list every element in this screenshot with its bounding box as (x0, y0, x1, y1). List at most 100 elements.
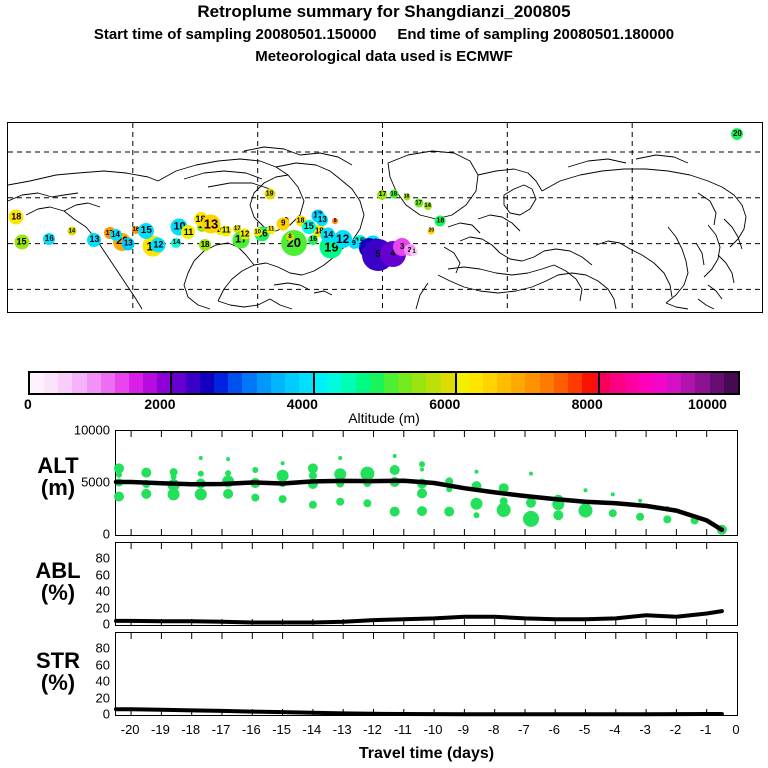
x-tick-label: 0 (732, 722, 740, 737)
alt-scatter-point (225, 470, 232, 477)
map-marker: 15 (301, 219, 316, 234)
abl-axis-label: ABL (%) (35, 558, 81, 606)
alt-scatter-point (308, 471, 317, 480)
colorbar-segment (383, 373, 399, 393)
alt-scatter-point (334, 468, 347, 481)
abl-mean-line (114, 609, 724, 625)
colorbar-segment (454, 373, 469, 393)
alt-scatter-point (583, 488, 588, 493)
colorbar-segment (214, 373, 229, 393)
alt-scatter-point (523, 510, 539, 527)
map-marker: 12 (239, 228, 251, 240)
y-tick-label: 5000 (81, 474, 110, 490)
map-marker: 14 (109, 229, 122, 242)
x-tick-label: -19 (151, 722, 170, 737)
alt-scatter-point (474, 469, 479, 474)
map-marker: 14 (320, 227, 336, 243)
colorbar-segment (483, 373, 498, 393)
abl-plot-svg (114, 543, 724, 625)
x-tick-label: -17 (211, 722, 231, 737)
map-marker: 13 (121, 237, 135, 251)
world-map-coastlines (8, 123, 760, 310)
map-marker: 16 (131, 225, 140, 234)
map-marker: 13 (201, 214, 221, 234)
alt-scatter-point (663, 515, 672, 524)
map-marker: 20 (731, 128, 744, 141)
colorbar-segment (30, 373, 45, 393)
map-marker: 17 (414, 198, 424, 208)
map-marker: 15 (138, 222, 155, 239)
y-tick-label: 20 (95, 600, 110, 616)
map-marker: 10 (253, 227, 263, 237)
map-marker: 12 (333, 229, 352, 248)
colorbar-segment (256, 373, 271, 393)
alt-axis-label: ALT (m) (37, 453, 79, 501)
colorbar-tick-label: 8000 (571, 396, 603, 412)
alt-scatter-point (496, 503, 511, 517)
colorbar-segment (44, 373, 59, 393)
colorbar-segment (553, 373, 568, 393)
y-tick-label: 20 (95, 690, 110, 706)
y-tick-label: 0 (102, 526, 110, 542)
colorbar-segment (398, 373, 413, 393)
colorbar-segment (327, 373, 342, 393)
map-marker: 16 (43, 232, 56, 245)
altitude-colorbar (28, 371, 740, 395)
map-marker: 13 (87, 232, 102, 247)
colorbar-divider (597, 371, 600, 395)
x-tick-label: -7 (518, 722, 530, 737)
alt-scatter-point (167, 488, 180, 501)
alt-scatter-point (389, 465, 400, 475)
map-marker: 12 (150, 237, 166, 253)
map-marker: 1 (410, 248, 419, 257)
colorbar-tick-label: 10000 (688, 396, 727, 412)
y-tick-label: 60 (95, 657, 110, 673)
alt-scatter-point (276, 469, 289, 482)
x-axis-title: Travel time (days) (358, 745, 495, 762)
map-marker: 17 (377, 189, 388, 200)
map-marker: 9 (276, 217, 290, 231)
colorbar-segment (157, 373, 172, 393)
map-marker: 11 (220, 225, 232, 237)
colorbar-segment (723, 373, 738, 393)
alt-scatter-point (308, 500, 317, 509)
map-marker: 14 (171, 237, 182, 248)
colorbar-tick-label: 6000 (429, 396, 461, 412)
alt-scatter-point (169, 468, 178, 477)
alt-scatter-point (363, 499, 372, 508)
alt-plot-svg (113, 431, 727, 535)
colorbar-tick-label: 4000 (286, 396, 318, 412)
map-marker: 8 (286, 233, 294, 242)
str-plot-svg (114, 633, 724, 717)
x-tick-label: -18 (181, 722, 201, 737)
alt-scatter-point (392, 454, 397, 458)
alt-scatter-point (608, 509, 617, 518)
map-marker: 11 (266, 225, 276, 235)
colorbar-segment (567, 373, 583, 393)
x-tick-label: -5 (578, 722, 591, 737)
colorbar-segment (313, 373, 328, 393)
map-marker: 18 (8, 209, 24, 225)
colorbar-segment (695, 373, 710, 393)
colorbar-divider (170, 371, 173, 395)
alt-scatter-point (141, 467, 152, 478)
x-tick-label: -11 (393, 722, 412, 737)
alt-scatter-point (529, 471, 533, 476)
alt-scatter-point (444, 506, 455, 517)
alt-scatter-point (278, 495, 287, 504)
x-tick-label: -12 (363, 722, 382, 737)
colorbar-segment (143, 373, 158, 393)
colorbar-segment (426, 373, 441, 393)
map-marker: 18 (295, 215, 307, 227)
alt-scatter-point (280, 461, 285, 466)
meteorology-subtitle: Meteorological data used is ECMWF (255, 48, 513, 65)
map-marker: 18 (199, 239, 212, 252)
y-tick-label: 10000 (73, 422, 110, 438)
alt-scatter-points (114, 454, 727, 535)
map-marker: 19 (264, 188, 276, 200)
colorbar-segment (582, 373, 597, 393)
colorbar-segment (284, 373, 299, 393)
colorbar-segment (539, 373, 554, 393)
y-tick-label: 40 (95, 673, 110, 689)
colorbar-segment (242, 373, 257, 393)
